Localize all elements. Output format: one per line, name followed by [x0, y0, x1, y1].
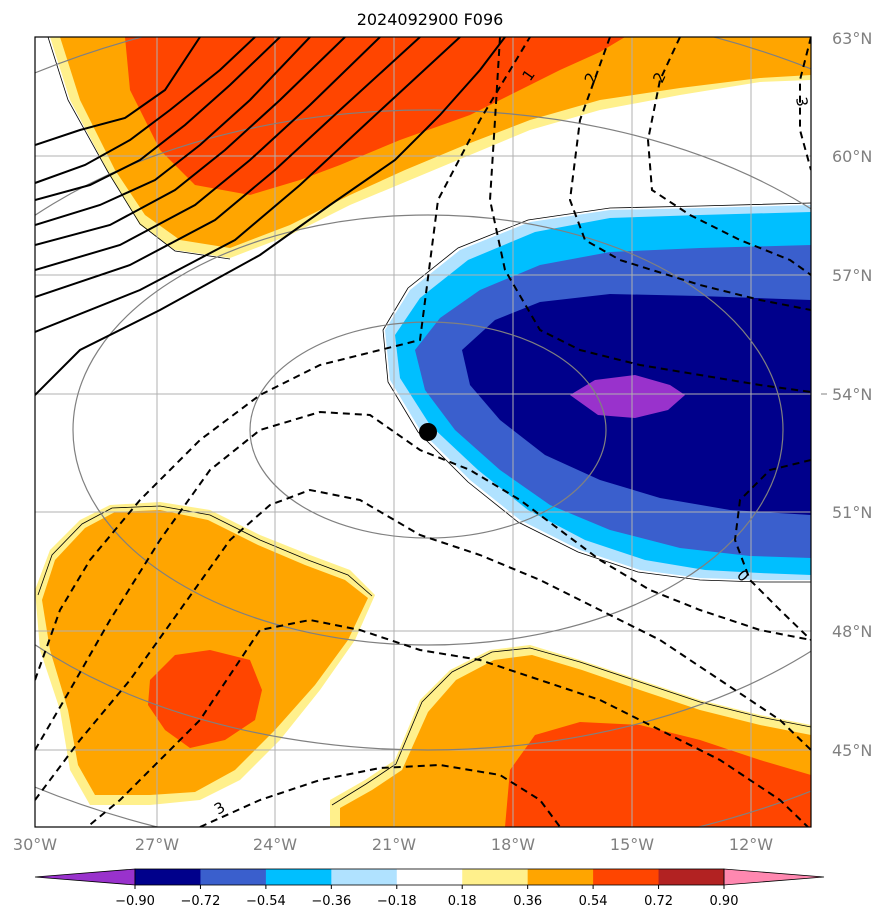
- lon-label: 24°W: [253, 835, 297, 854]
- colorbar-segment: [135, 869, 201, 885]
- lon-label: 18°W: [491, 835, 535, 854]
- lat-label: 63°N: [832, 29, 872, 48]
- contour-label: 0: [808, 466, 827, 479]
- colorbar-tick-label: 0.54: [579, 894, 608, 909]
- lat-label: 45°N: [832, 741, 872, 760]
- lat-labels: 63°N 60°N 57°N 54°N 51°N 48°N 45°N: [821, 29, 872, 760]
- negative-anomaly-east: [382, 202, 811, 583]
- colorbar-tick-label: −0.36: [311, 894, 351, 909]
- solid-contours: [35, 37, 506, 396]
- colorbar-segment: [658, 869, 725, 885]
- positive-anomaly-southeast: [330, 645, 811, 827]
- colorbar-segment: [527, 869, 594, 885]
- colorbar-segment: [396, 869, 463, 885]
- map-frame: [34, 36, 812, 828]
- colorbar-tick-label: 0.72: [644, 894, 673, 909]
- colorbar-tick-label: −0.18: [377, 894, 417, 909]
- colorbar-tick-label: −0.72: [181, 894, 221, 909]
- colorbar-tick-label: 0.90: [710, 894, 739, 909]
- range-rings: [35, 37, 811, 827]
- colorbar-segment: [331, 869, 398, 885]
- positive-anomaly-southwest: [35, 502, 375, 805]
- lon-label: 21°W: [372, 835, 416, 854]
- colorbar-segment: [200, 869, 267, 885]
- graticule: [35, 37, 811, 827]
- lat-label: 51°N: [832, 503, 872, 522]
- colorbar-extend-low: [34, 868, 136, 886]
- lat-label: 54°N: [832, 385, 872, 404]
- colorbar-segment: [593, 869, 660, 885]
- lat-label: 48°N: [832, 622, 872, 641]
- lon-label: 27°W: [135, 835, 179, 854]
- colorbar: −0.90 −0.72 −0.54 −0.36 −0.18 0.18 0.36 0.54 0.7…: [34, 868, 825, 909]
- lat-label: 60°N: [832, 147, 872, 166]
- lon-labels: 30°W 27°W 24°W 21°W 18°W 15°W 12°W: [13, 835, 773, 854]
- storm-center-dot: [419, 423, 437, 441]
- lon-label: 12°W: [729, 835, 773, 854]
- colorbar-segment: [265, 869, 332, 885]
- map-title: 2024092900 F096: [356, 10, 504, 29]
- colorbar-tick-label: 0.18: [448, 894, 477, 909]
- contour-label: 3: [792, 96, 811, 109]
- colorbar-tick-label: 0.36: [513, 894, 542, 909]
- colorbar-extend-high: [723, 868, 825, 886]
- colorbar-segment: [462, 869, 529, 885]
- colorbar-tick-label: −0.90: [115, 894, 155, 909]
- dashed-contours: [35, 37, 811, 827]
- lon-label: 15°W: [610, 835, 654, 854]
- lat-label: 57°N: [832, 266, 872, 285]
- colorbar-outline: [134, 868, 725, 886]
- colorbar-tick-label: −0.54: [246, 894, 286, 909]
- map-area: 1 2 2 3 0 0 3: [35, 37, 827, 827]
- lon-label: 30°W: [13, 835, 57, 854]
